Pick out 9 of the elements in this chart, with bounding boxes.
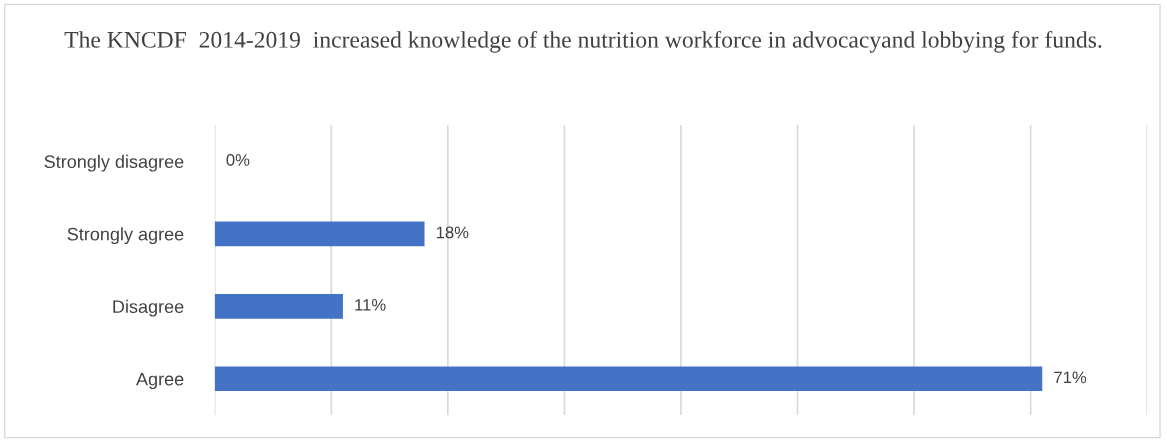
y-tick-label: Strongly disagree — [44, 154, 184, 172]
data-label: 0% — [226, 154, 250, 166]
data-label: 18% — [436, 226, 469, 239]
y-tick-label: Agree — [136, 372, 184, 390]
chart-title: The KNCDF 2014-2019 increased knowledge of the nutrition workforce in advocacyand lobbying for funds. — [64, 30, 1102, 53]
data-label: 11% — [355, 299, 386, 311]
y-tick-label: Strongly agree — [67, 227, 184, 245]
data-label: 71% — [1054, 371, 1087, 384]
y-tick-label: Disagree — [113, 299, 184, 317]
